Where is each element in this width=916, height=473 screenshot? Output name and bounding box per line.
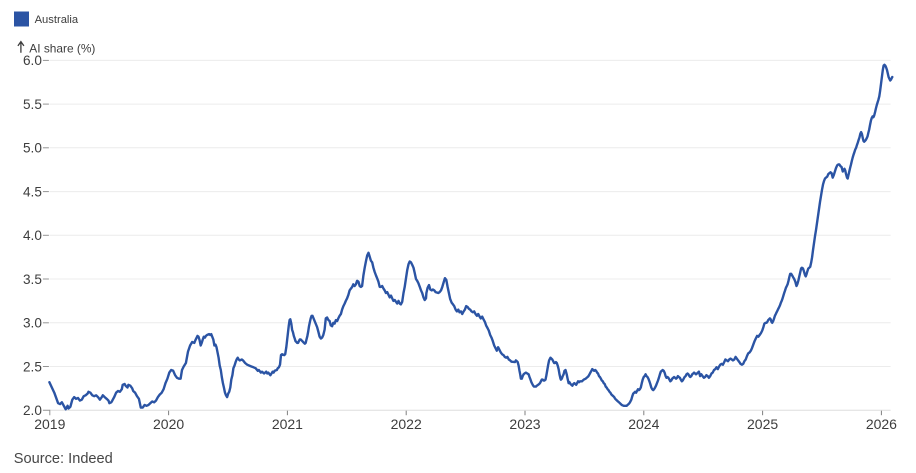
svg-text:Source: Indeed: Source: Indeed [14,451,113,467]
svg-text:2.0: 2.0 [23,403,42,418]
svg-text:2023: 2023 [509,416,540,432]
svg-text:2022: 2022 [391,416,422,432]
svg-text:3.0: 3.0 [23,316,42,331]
svg-text:AI share (%): AI share (%) [29,41,95,55]
svg-text:6.0: 6.0 [23,53,42,68]
svg-text:3.5: 3.5 [23,272,42,287]
svg-text:4.0: 4.0 [23,228,42,243]
svg-text:2026: 2026 [866,416,897,432]
svg-text:2021: 2021 [272,416,303,432]
svg-text:2.5: 2.5 [23,359,42,374]
svg-text:5.0: 5.0 [23,141,42,156]
svg-text:5.5: 5.5 [23,97,42,112]
svg-text:4.5: 4.5 [23,184,42,199]
svg-text:2020: 2020 [153,416,184,432]
svg-text:2025: 2025 [747,416,778,432]
svg-text:Australia: Australia [35,14,79,26]
svg-text:2024: 2024 [628,416,659,432]
svg-text:2019: 2019 [34,416,65,432]
